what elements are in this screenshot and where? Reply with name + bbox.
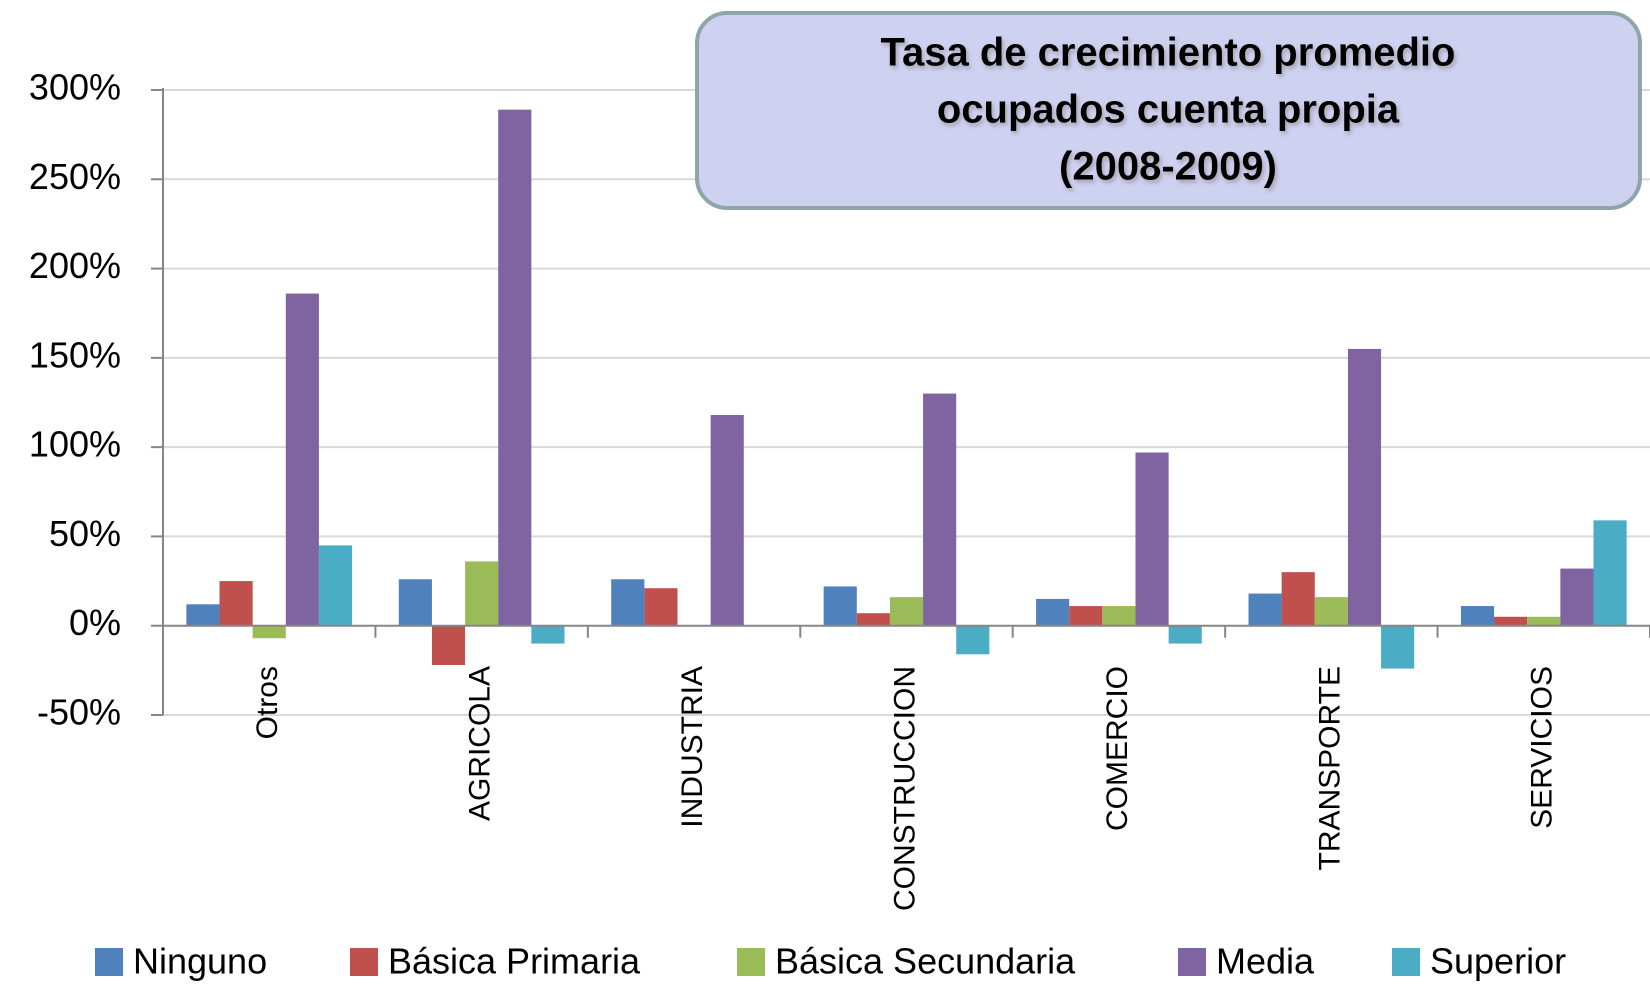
- bar: [1314, 597, 1348, 626]
- bar: [219, 581, 253, 626]
- bar: [465, 561, 499, 626]
- bar: [644, 588, 678, 626]
- bar: [1460, 606, 1495, 626]
- y-tick-label: -50%: [37, 692, 121, 733]
- x-tick-label: TRANSPORTE: [1313, 666, 1346, 870]
- y-tick-label: 200%: [29, 245, 121, 286]
- bar: [1069, 606, 1103, 626]
- bar: [1381, 625, 1415, 669]
- legend-label: Básica Primaria: [388, 941, 641, 982]
- bar: [318, 545, 353, 626]
- x-tick-label: CONSTRUCCION: [888, 666, 921, 911]
- legend-label: Básica Secundaria: [775, 941, 1076, 982]
- x-tick-label: INDUSTRIA: [676, 666, 709, 828]
- title-box: [695, 11, 1642, 210]
- bar: [1281, 572, 1315, 626]
- legend-label: Media: [1216, 941, 1315, 982]
- bar: [1135, 452, 1169, 626]
- bar: [398, 579, 432, 626]
- bar: [1036, 598, 1070, 626]
- bar: [1102, 606, 1136, 626]
- bar: [1168, 625, 1202, 644]
- legend-label: Superior: [1430, 941, 1566, 982]
- x-tick-label: AGRICOLA: [464, 666, 497, 821]
- legend-swatch: [737, 948, 765, 976]
- y-tick-label: 50%: [49, 513, 121, 554]
- legend-swatch: [350, 948, 378, 976]
- chart-title: Tasa de crecimiento promedio: [881, 31, 1456, 75]
- y-tick-label: 0%: [69, 602, 121, 643]
- y-tick-label: 100%: [29, 424, 121, 465]
- bar: [856, 613, 890, 626]
- legend-swatch: [95, 948, 123, 976]
- bar: [252, 625, 286, 639]
- bar: [285, 293, 319, 626]
- bar: [710, 415, 744, 626]
- bar: [823, 586, 857, 626]
- bar: [956, 625, 990, 655]
- bar: [1494, 616, 1528, 626]
- bar: [1527, 616, 1561, 626]
- x-tick-label: Otros: [251, 666, 284, 739]
- legend-label: Ninguno: [133, 941, 267, 982]
- bar: [1347, 348, 1382, 626]
- y-tick-label: 250%: [29, 156, 121, 197]
- x-tick-label: SERVICIOS: [1526, 666, 1559, 829]
- y-tick-label: 300%: [29, 67, 121, 108]
- x-tick-label: COMERCIO: [1101, 666, 1134, 831]
- y-tick-label: 150%: [29, 334, 121, 375]
- bar: [1248, 593, 1282, 626]
- bar: [1560, 568, 1594, 626]
- legend-swatch: [1392, 948, 1420, 976]
- bar: [431, 625, 466, 665]
- bar: [889, 597, 924, 626]
- bar: [1593, 520, 1627, 626]
- legend-swatch: [1178, 948, 1206, 976]
- bar: [611, 579, 645, 626]
- chart-title: (2008-2009): [1059, 145, 1277, 189]
- bar: [531, 625, 565, 644]
- chart-title: ocupados cuenta propia: [937, 88, 1400, 132]
- bar: [186, 604, 220, 626]
- bar: [923, 393, 957, 626]
- bar: [498, 109, 532, 626]
